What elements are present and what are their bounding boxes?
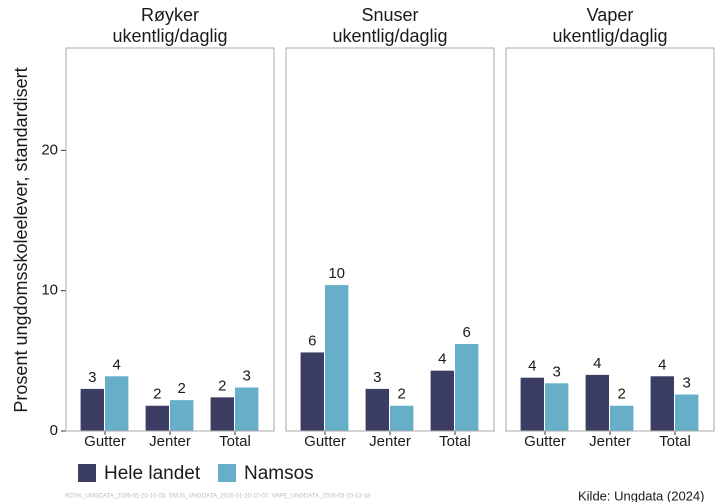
value-label: 4 [528, 358, 536, 375]
panel-title: ukentlig/daglig [332, 26, 447, 46]
value-label: 3 [553, 363, 561, 380]
panel-border [285, 47, 495, 432]
bar [585, 374, 609, 431]
legend-swatch [218, 464, 236, 482]
panel-title: Røyker [141, 5, 199, 25]
legend-label: Namsos [244, 463, 314, 484]
bar [300, 352, 324, 431]
value-label: 2 [398, 386, 406, 403]
value-label: 6 [463, 324, 471, 341]
bar [235, 387, 259, 431]
value-label: 4 [438, 351, 446, 368]
value-label: 3 [88, 369, 96, 386]
value-label: 4 [593, 355, 601, 372]
value-label: 6 [308, 332, 316, 349]
bar [325, 285, 349, 431]
bar [520, 377, 544, 431]
value-label: 2 [153, 386, 161, 403]
value-label: 10 [328, 265, 345, 282]
value-label: 4 [113, 356, 121, 373]
bar [650, 376, 674, 431]
panel-title: Snuser [361, 5, 418, 25]
value-label: 2 [618, 386, 626, 403]
bar [390, 405, 414, 431]
source: Kilde: Ungdata (2024) [578, 488, 704, 502]
x-tick-label: Jenter [369, 433, 411, 450]
legend-swatch [78, 464, 96, 482]
bar [145, 405, 169, 431]
bar [610, 405, 634, 431]
bar [430, 370, 454, 431]
value-label: 3 [683, 374, 691, 391]
value-label: 3 [243, 367, 251, 384]
panel-title: ukentlig/daglig [552, 26, 667, 46]
bar [455, 344, 479, 431]
y-tick-label: 20 [41, 141, 58, 158]
panel-border [505, 47, 715, 432]
panel-title: ukentlig/daglig [112, 26, 227, 46]
footnote: ROYK_UNGDATA_2026-01-20-10-03, SNUS_UNGD… [65, 494, 371, 500]
legend-label: Hele landet [104, 463, 201, 484]
bar [210, 397, 234, 431]
panel-title: Vaper [587, 5, 634, 25]
bar [545, 383, 569, 431]
x-tick-label: Total [439, 433, 471, 450]
x-tick-label: Gutter [84, 433, 126, 450]
panel-border [65, 47, 275, 432]
value-label: 4 [658, 356, 666, 373]
x-tick-label: Total [219, 433, 251, 450]
value-label: 2 [218, 377, 226, 394]
bar [675, 394, 699, 431]
bar [365, 388, 389, 431]
x-tick-label: Gutter [304, 433, 346, 450]
y-axis-label: Prosent ungdomsskoleelever, standardiser… [11, 67, 31, 412]
y-tick-label: 10 [41, 282, 58, 299]
x-tick-label: Gutter [524, 433, 566, 450]
x-tick-label: Total [659, 433, 691, 450]
x-tick-label: Jenter [149, 433, 191, 450]
y-tick-label: 0 [50, 422, 58, 439]
value-label: 2 [178, 380, 186, 397]
bar [170, 400, 194, 431]
bar [80, 388, 104, 431]
value-label: 3 [373, 369, 381, 386]
bar [105, 376, 129, 431]
x-tick-label: Jenter [589, 433, 631, 450]
